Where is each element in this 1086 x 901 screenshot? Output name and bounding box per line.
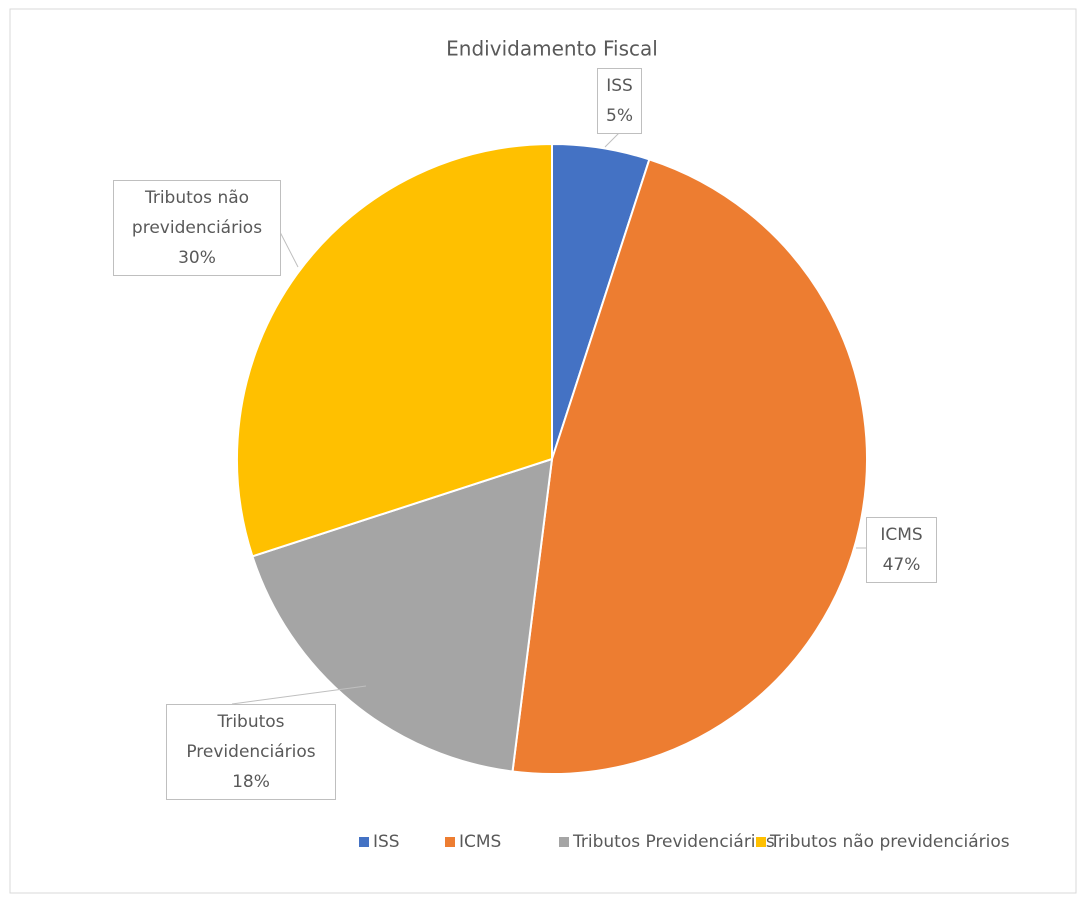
data-label-category: ICMS xyxy=(880,525,923,545)
data-label-value: 47% xyxy=(882,555,921,575)
data-label: ICMS 47% xyxy=(866,517,937,583)
pie-slice xyxy=(511,158,868,775)
pie-slice xyxy=(251,457,554,773)
data-label: Tributos Previdenciários 18% xyxy=(166,704,336,800)
legend-label: Tributos não previdenciários xyxy=(769,832,1010,852)
legend-swatch xyxy=(359,837,369,847)
data-label-category: ISS xyxy=(606,76,633,96)
data-label-category: Tributos Previdenciários xyxy=(186,712,316,762)
data-label-value: 30% xyxy=(178,248,216,268)
leader-line xyxy=(279,231,299,268)
data-label-value: 18% xyxy=(232,772,270,792)
data-label-value: 5% xyxy=(606,106,633,126)
chart-title: Endividamento Fiscal xyxy=(446,37,658,61)
leader-line xyxy=(604,131,621,148)
data-label: Tributos não previdenciários 30% xyxy=(113,180,281,276)
legend-swatch xyxy=(756,837,766,847)
legend-swatch xyxy=(445,837,455,847)
pie-slice xyxy=(236,142,553,558)
data-label-category: Tributos não previdenciários xyxy=(131,188,263,238)
legend-swatch xyxy=(559,837,569,847)
data-label: ISS 5% xyxy=(597,68,642,134)
legend-label: Tributos Previdenciários xyxy=(572,832,775,852)
leader-line xyxy=(231,685,367,705)
legend-label: ICMS xyxy=(459,832,501,852)
legend-label: ISS xyxy=(373,832,400,852)
